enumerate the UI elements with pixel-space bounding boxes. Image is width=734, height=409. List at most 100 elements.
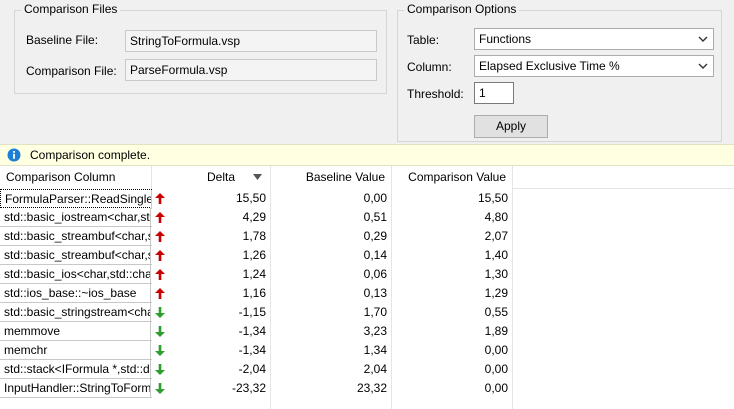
arrow-up-icon — [153, 265, 169, 284]
comparison-value: 15,50 — [477, 191, 508, 205]
table-row[interactable]: std::basic_stringstream<cha -1,15 1,70 0,55 — [0, 303, 734, 322]
delta-value: -2,04 — [238, 362, 266, 376]
delta-value: -1,15 — [238, 305, 266, 319]
table-row[interactable]: std::basic_streambuf<char,s 1,26 0,14 1,40 — [0, 246, 734, 265]
function-name: std::basic_streambuf<char,s — [0, 246, 151, 265]
delta-value: 1,78 — [242, 229, 266, 243]
delta-value: 1,26 — [242, 248, 266, 262]
comparison-value: 1,30 — [484, 267, 508, 281]
chevron-down-icon — [698, 36, 708, 42]
arrow-down-icon — [153, 341, 169, 360]
baseline-value: 2,04 — [363, 362, 387, 376]
comparison-file-label: Comparison File: — [26, 64, 117, 78]
delta-value: 1,16 — [242, 286, 266, 300]
function-name-cell[interactable]: std::basic_stringstream<cha — [0, 303, 152, 322]
comparison-file-field[interactable]: ParseFormula.vsp — [125, 59, 377, 81]
comparison-grid: Comparison Column Delta Baseline Value C… — [0, 166, 734, 409]
baseline-value: 1,70 — [363, 305, 387, 319]
baseline-value: 0,51 — [363, 210, 387, 224]
function-name-cell[interactable]: FormulaParser::ReadSingleF — [0, 189, 152, 209]
function-name-cell[interactable]: std::basic_streambuf<char,s — [0, 246, 152, 265]
table-row[interactable]: std::ios_base::~ios_base 1,16 0,13 1,29 — [0, 284, 734, 303]
table-row[interactable]: memmove -1,34 3,23 1,89 — [0, 322, 734, 341]
comparison-value: 1,29 — [484, 286, 508, 300]
function-name: memchr — [0, 341, 151, 360]
info-icon — [7, 148, 21, 162]
baseline-value: 0,06 — [363, 267, 387, 281]
column-header-label: Delta — [206, 170, 235, 184]
table-row[interactable]: std::basic_iostream<char,std 4,29 0,51 4,80 — [0, 208, 734, 227]
delta-value: -23,32 — [231, 381, 266, 395]
comparison-value: 1,89 — [484, 324, 508, 338]
table-select-value: Functions — [479, 32, 532, 46]
function-name-cell[interactable]: memchr — [0, 341, 152, 360]
function-name-cell[interactable]: std::stack<IFormula *,std::de — [0, 360, 152, 379]
baseline-file-label: Baseline File: — [26, 33, 99, 47]
table-row[interactable]: std::basic_streambuf<char,s 1,78 0,29 2,07 — [0, 227, 734, 246]
baseline-value: 3,23 — [363, 324, 387, 338]
column-select-value: Elapsed Exclusive Time % — [479, 59, 620, 73]
baseline-value: 1,34 — [363, 343, 387, 357]
function-name: InputHandler::StringToForm — [0, 379, 151, 398]
delta-value: -1,34 — [238, 324, 266, 338]
baseline-value: 23,32 — [356, 381, 387, 395]
column-header-comparison-value[interactable]: Comparison Value — [392, 166, 513, 189]
column-header-label: Comparison Column — [6, 170, 116, 184]
column-select[interactable]: Elapsed Exclusive Time % — [474, 55, 714, 77]
column-header-delta[interactable]: Delta — [152, 166, 271, 189]
apply-button[interactable]: Apply — [474, 115, 548, 138]
delta-value: 4,29 — [242, 210, 266, 224]
threshold-input[interactable]: 1 — [474, 82, 514, 104]
arrow-down-icon — [153, 379, 169, 398]
column-header-label: Baseline Value — [305, 170, 385, 184]
column-header-label: Comparison Value — [408, 170, 506, 184]
delta-value: -1,34 — [238, 343, 266, 357]
column-header-comparison-column[interactable]: Comparison Column — [0, 166, 152, 189]
chevron-down-icon — [698, 63, 708, 69]
arrow-down-icon — [153, 322, 169, 341]
comparison-value: 2,07 — [484, 229, 508, 243]
function-name-cell[interactable]: std::ios_base::~ios_base — [0, 284, 152, 303]
column-header-baseline-value[interactable]: Baseline Value — [271, 166, 392, 189]
column-divider — [391, 189, 392, 409]
comparison-value: 0,00 — [484, 381, 508, 395]
table-row[interactable]: InputHandler::StringToForm -23,32 23,32 0,0… — [0, 379, 734, 398]
grid-header: Comparison Column Delta Baseline Value C… — [0, 166, 734, 189]
table-row[interactable]: FormulaParser::ReadSingleF 15,50 0,00 15,50 — [0, 189, 734, 209]
arrow-down-icon — [153, 303, 169, 322]
comparison-value: 0,55 — [484, 305, 508, 319]
arrow-up-icon — [153, 246, 169, 265]
column-label: Column: — [407, 60, 452, 74]
baseline-value: 0,29 — [363, 229, 387, 243]
arrow-up-icon — [153, 227, 169, 246]
function-name-cell[interactable]: InputHandler::StringToForm — [0, 379, 152, 398]
function-name-cell[interactable]: std::basic_iostream<char,std — [0, 208, 152, 227]
comparison-files-group: Comparison Files — [14, 2, 387, 94]
delta-value: 15,50 — [235, 191, 266, 205]
info-message: Comparison complete. — [30, 148, 151, 162]
arrow-up-icon — [153, 284, 169, 303]
table-row[interactable]: memchr -1,34 1,34 0,00 — [0, 341, 734, 360]
comparison-value: 0,00 — [484, 362, 508, 376]
comparison-value: 4,80 — [484, 210, 508, 224]
comparison-options-legend: Comparison Options — [404, 2, 520, 16]
function-name: std::basic_streambuf<char,s — [0, 227, 151, 246]
baseline-file-field[interactable]: StringToFormula.vsp — [125, 30, 377, 52]
table-select[interactable]: Functions — [474, 28, 714, 50]
function-name-cell[interactable]: memmove — [0, 322, 152, 341]
threshold-label: Threshold: — [407, 87, 464, 101]
function-name: FormulaParser::ReadSingleF — [1, 190, 152, 209]
info-bar: Comparison complete. — [0, 144, 734, 166]
column-divider — [512, 189, 513, 409]
function-name-cell[interactable]: std::basic_streambuf<char,s — [0, 227, 152, 246]
column-divider — [270, 189, 271, 409]
table-row[interactable]: std::basic_ios<char,std::char 1,24 0,06 1,3… — [0, 265, 734, 284]
baseline-value: 0,13 — [363, 286, 387, 300]
function-name: memmove — [0, 322, 151, 341]
table-label: Table: — [407, 33, 440, 47]
table-row[interactable]: std::stack<IFormula *,std::de -2,04 2,04 0,… — [0, 360, 734, 379]
function-name: std::basic_stringstream<cha — [0, 303, 151, 322]
function-name-cell[interactable]: std::basic_ios<char,std::char — [0, 265, 152, 284]
comparison-options-group: Comparison Options — [397, 2, 722, 142]
function-name: std::stack<IFormula *,std::de — [0, 360, 151, 379]
